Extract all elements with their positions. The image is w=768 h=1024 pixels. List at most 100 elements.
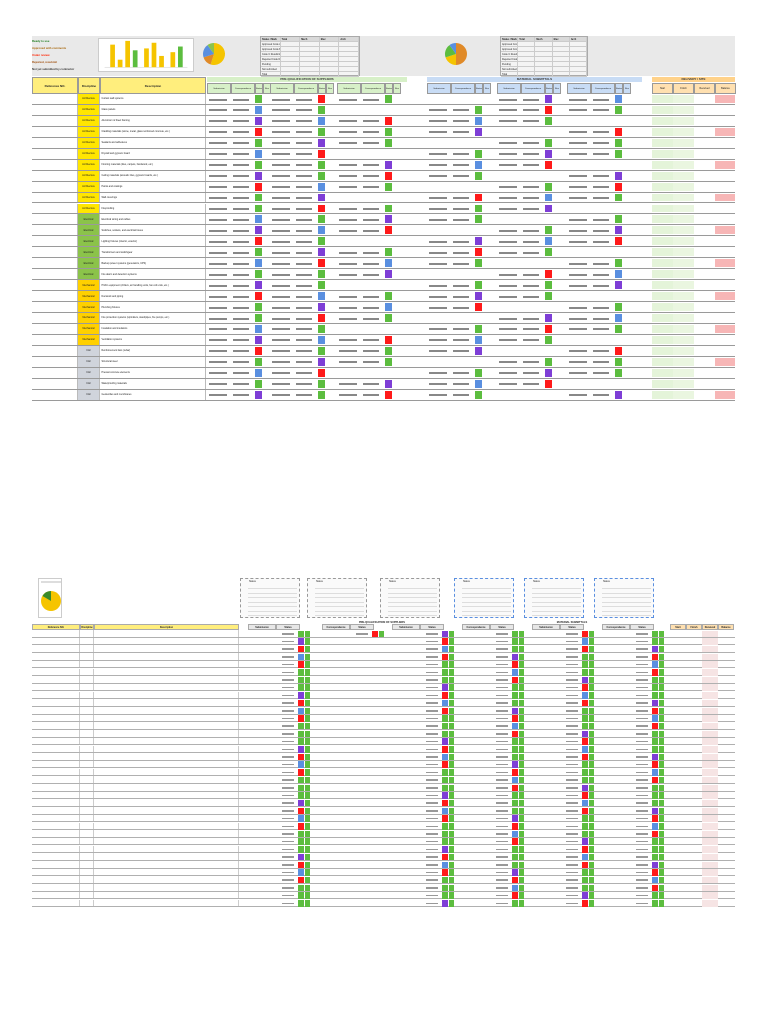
- delivery-cell: [673, 390, 694, 399]
- delivery-cell: [673, 193, 694, 202]
- status-cell-2: [659, 815, 664, 822]
- status-cell-2: [519, 761, 524, 768]
- summary-row: Total: [261, 72, 359, 77]
- status-cell-2: [589, 846, 594, 853]
- submission-date-2: [282, 871, 294, 874]
- submission-date-2: [496, 825, 508, 827]
- status-cell-2: [582, 761, 588, 768]
- table-row: Architecture Aluminium & Steel framing: [32, 115, 735, 127]
- submission-date-2: [566, 810, 578, 812]
- summary-cell: [320, 67, 340, 71]
- summary-cell: [535, 72, 553, 76]
- row-description: Fire protection systems (sprinklers, sta…: [100, 313, 206, 323]
- status-cell: [615, 226, 622, 235]
- correspondence-date: [523, 251, 539, 254]
- status-cell-2: [659, 661, 664, 668]
- status-panel-title: Status: [533, 580, 540, 583]
- table-row: Architecture Flooring materials (tiles, c…: [32, 159, 735, 171]
- submission-date: [569, 328, 587, 331]
- row-reference-2: [32, 660, 80, 668]
- status-cell-2: [659, 722, 664, 730]
- submission-date-2: [636, 733, 648, 735]
- status-cell: [318, 215, 325, 224]
- table-row-2: [32, 691, 735, 700]
- submission-date-2: [282, 656, 294, 658]
- row-discipline: Electrical: [78, 258, 100, 269]
- submission-date-2: [426, 648, 438, 650]
- summary-cell: [339, 47, 359, 51]
- table-row-2: [32, 683, 735, 692]
- status-cell-2: [449, 853, 454, 861]
- submission-date: [499, 240, 517, 243]
- correspondence-date: [233, 153, 249, 156]
- status-cell-2: [582, 699, 588, 707]
- status-cell-2: [589, 676, 594, 684]
- band-prequalification-2: PRE-QUALIFICATION OF SUPPLIERS: [358, 621, 406, 624]
- submission-date: [429, 109, 447, 112]
- status-cell: [475, 303, 482, 311]
- table-row: Mechanical Ventilation systems: [32, 334, 735, 346]
- row-reference-2: [32, 891, 80, 899]
- status-cell-2: [305, 876, 310, 884]
- status-cell: [255, 292, 262, 301]
- submission-date: [429, 372, 447, 375]
- correspondence-date: [363, 229, 379, 232]
- submission-date-2: [426, 686, 438, 689]
- submission-date: [272, 295, 290, 298]
- status-cell-2: [442, 892, 448, 899]
- submission-date: [209, 339, 227, 342]
- status-pie-chart: [41, 581, 61, 611]
- submission-date-2: [566, 802, 578, 804]
- correspondence-date: [453, 262, 469, 265]
- submission-date-2: [566, 825, 578, 827]
- row-discipline-2: [80, 768, 94, 776]
- submission-date-2: [426, 833, 438, 835]
- delivery-cell: [652, 182, 673, 191]
- status-cell: [385, 357, 392, 366]
- submission-date-2: [496, 802, 508, 804]
- status-pie-chart-right: [445, 43, 467, 65]
- balance-cell: [715, 226, 735, 235]
- status-cell: [545, 193, 552, 202]
- status-cell: [385, 379, 392, 388]
- correspondence-date: [453, 218, 469, 221]
- correspondence-date: [523, 372, 539, 375]
- row-reference-2: [32, 668, 80, 676]
- pie-left-slice: [207, 43, 214, 54]
- status-cell: [475, 292, 482, 301]
- status-cell: [615, 270, 622, 279]
- table-row-2: [32, 830, 735, 838]
- row-description-2: [94, 707, 239, 714]
- correspondence-date: [233, 306, 249, 309]
- row-discipline: Architecture: [78, 203, 100, 214]
- row-discipline-2: [80, 868, 94, 876]
- sub-header-cell: Status: [255, 83, 263, 94]
- row-reference-2: [32, 784, 80, 791]
- status-cell-2: [298, 900, 304, 907]
- row-description-2: [94, 745, 239, 753]
- table-row: Electrical Switches, sockets, and electri…: [32, 225, 735, 237]
- status-cell: [615, 138, 622, 147]
- delivery-cell: [652, 127, 673, 136]
- submission-date-2: [282, 787, 294, 789]
- table-row-2: [32, 776, 735, 784]
- submission-date-2: [426, 717, 438, 720]
- correspondence-date: [523, 120, 539, 123]
- submission-date-2: [496, 879, 508, 881]
- summary-cell: [339, 42, 359, 46]
- status-cell: [475, 346, 482, 355]
- status-cell: [255, 204, 262, 213]
- status-panel: Status: [380, 578, 440, 618]
- row-discipline-2: [80, 683, 94, 691]
- submission-date-2: [426, 779, 438, 781]
- delivery-cell: [673, 105, 694, 114]
- submission-date-2: [636, 887, 648, 889]
- table-row: Electrical Electrical wiring and cables: [32, 214, 735, 226]
- submission-date: [569, 229, 587, 232]
- correspondence-date: [453, 197, 469, 200]
- submission-date-2: [426, 887, 438, 889]
- submission-date-2: [282, 840, 294, 843]
- submission-date-2: [496, 787, 508, 789]
- summary-row: Rejected Code D: [501, 57, 588, 62]
- submission-date: [209, 240, 227, 243]
